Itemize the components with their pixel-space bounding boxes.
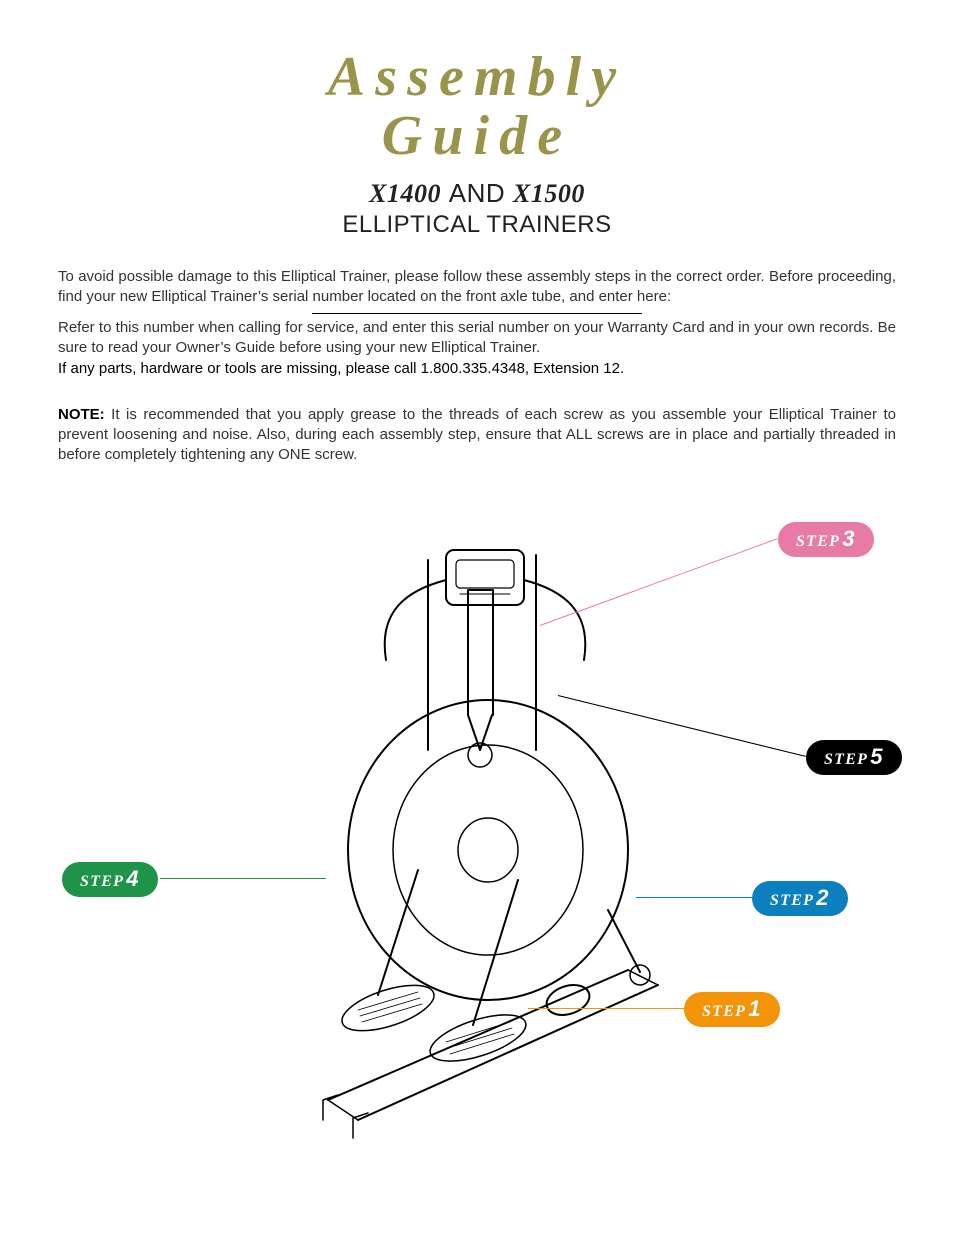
intro-paragraph-2: Refer to this number when calling for se… [58, 318, 896, 379]
serial-number-blank[interactable] [312, 313, 642, 314]
step-word: STEP [796, 533, 840, 551]
step-1-number: 1 [748, 996, 762, 1022]
step-5-badge: STEP 5 [806, 740, 902, 775]
intro-paragraph-2-body: Refer to this number when calling for se… [58, 319, 896, 356]
note-body: It is recommended that you apply grease … [58, 406, 896, 464]
model-1: X1400 [369, 179, 441, 208]
step-3-badge: STEP 3 [778, 522, 874, 557]
step-4-badge: STEP 4 [62, 862, 158, 897]
step-2-badge: STEP 2 [752, 881, 848, 916]
step-3-number: 3 [842, 526, 856, 552]
leader-step-4 [160, 878, 326, 879]
intro-paragraph-1: To avoid possible damage to this Ellipti… [58, 267, 896, 308]
title-line-2: Guide [382, 105, 572, 167]
leader-step-2 [636, 897, 752, 898]
elliptical-illustration [268, 540, 688, 1140]
step-word: STEP [702, 1003, 746, 1021]
note-paragraph: NOTE: It is recommended that you apply g… [58, 405, 896, 466]
leader-step-1 [528, 1008, 684, 1009]
model-2: X1500 [513, 179, 585, 208]
step-word: STEP [824, 751, 868, 769]
step-4-number: 4 [126, 866, 140, 892]
step-1-badge: STEP 1 [684, 992, 780, 1027]
step-word: STEP [80, 873, 124, 891]
title-line-1: Assembly [328, 46, 626, 108]
note-label: NOTE: [58, 406, 105, 423]
page-title: Assembly Guide [58, 48, 896, 166]
step-2-number: 2 [816, 885, 830, 911]
subtitle-product: ELLIPTICAL TRAINERS [58, 211, 896, 239]
assembly-diagram: STEP 3 STEP 5 STEP 2 STEP 1 STEP 4 [58, 500, 896, 1200]
missing-parts-phone: If any parts, hardware or tools are miss… [58, 360, 624, 377]
step-5-number: 5 [870, 744, 884, 770]
subtitle-models: X1400 AND X1500 [58, 178, 896, 209]
subtitle-and: AND [449, 178, 505, 208]
step-word: STEP [770, 892, 814, 910]
